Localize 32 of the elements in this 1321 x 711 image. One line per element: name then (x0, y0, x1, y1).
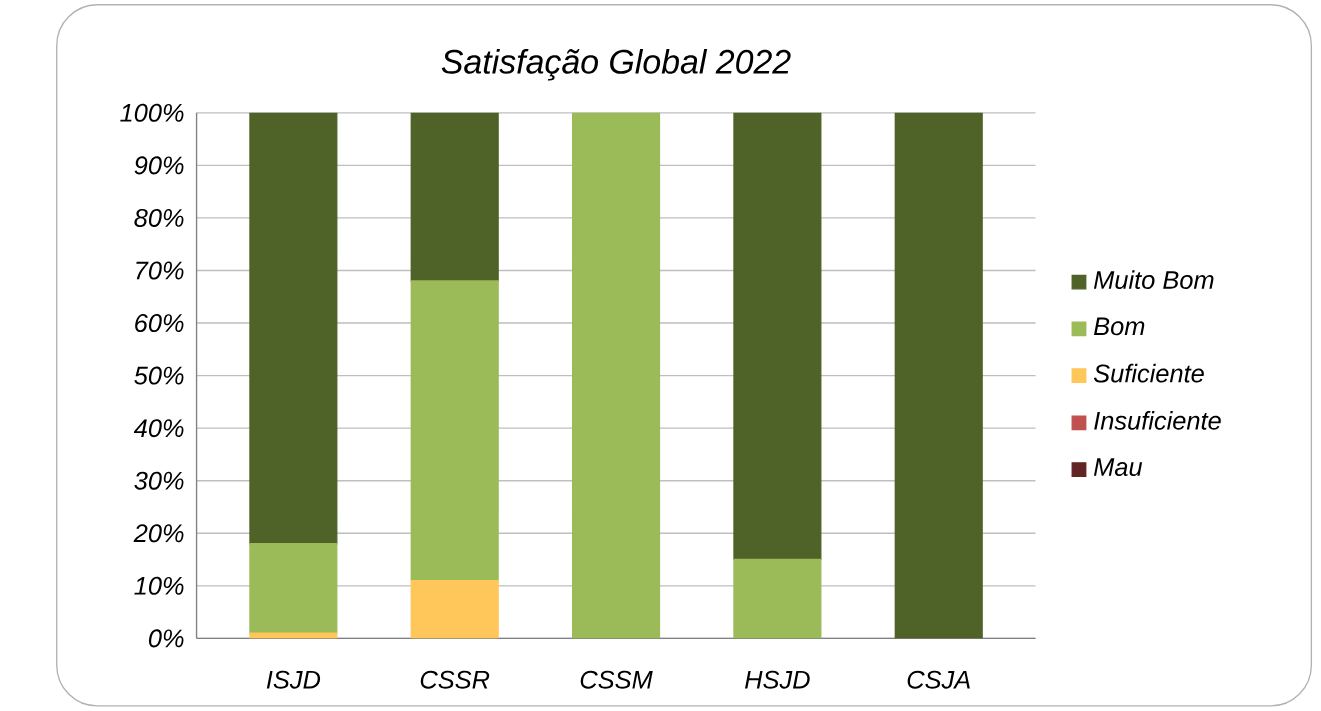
legend-label: Muito Bom (1093, 270, 1214, 290)
x-tick-label: CSJA (907, 670, 970, 689)
x-tick-label: ISJD (266, 670, 321, 689)
y-tick-label: 90% (134, 156, 184, 175)
y-tick-label: 20% (133, 524, 184, 543)
bar (894, 112, 983, 639)
y-tick-label: 50% (134, 366, 184, 385)
bar (249, 632, 338, 639)
y-tick-label: 40% (133, 419, 184, 438)
bar (733, 112, 822, 561)
legend-label: Insuficiente (1094, 411, 1221, 430)
x-tick-label: CSSM (580, 670, 653, 689)
bar (410, 112, 499, 282)
legend-label: Bom (1093, 317, 1145, 336)
y-tick-label: 80% (134, 209, 184, 228)
bar (571, 112, 661, 639)
x-tick-label: CSSR (420, 670, 490, 689)
legend-label: Suficiente (1093, 364, 1204, 383)
bar (410, 280, 499, 582)
legend-label: Mau (1093, 458, 1143, 477)
chart-title: Satisfação Global 2022 (441, 49, 791, 81)
bar (249, 112, 338, 545)
y-tick-label: 70% (136, 261, 184, 280)
y-tick-label: 30% (134, 471, 184, 490)
y-tick-label: 0% (148, 629, 184, 648)
y-tick-label: 60% (135, 314, 184, 333)
y-tick-label: 100% (120, 103, 184, 122)
y-tick-label: 10% (134, 576, 184, 595)
bar (733, 559, 822, 639)
bar (410, 580, 499, 639)
x-tick-label: HSJD (745, 670, 810, 689)
bar (249, 543, 338, 634)
